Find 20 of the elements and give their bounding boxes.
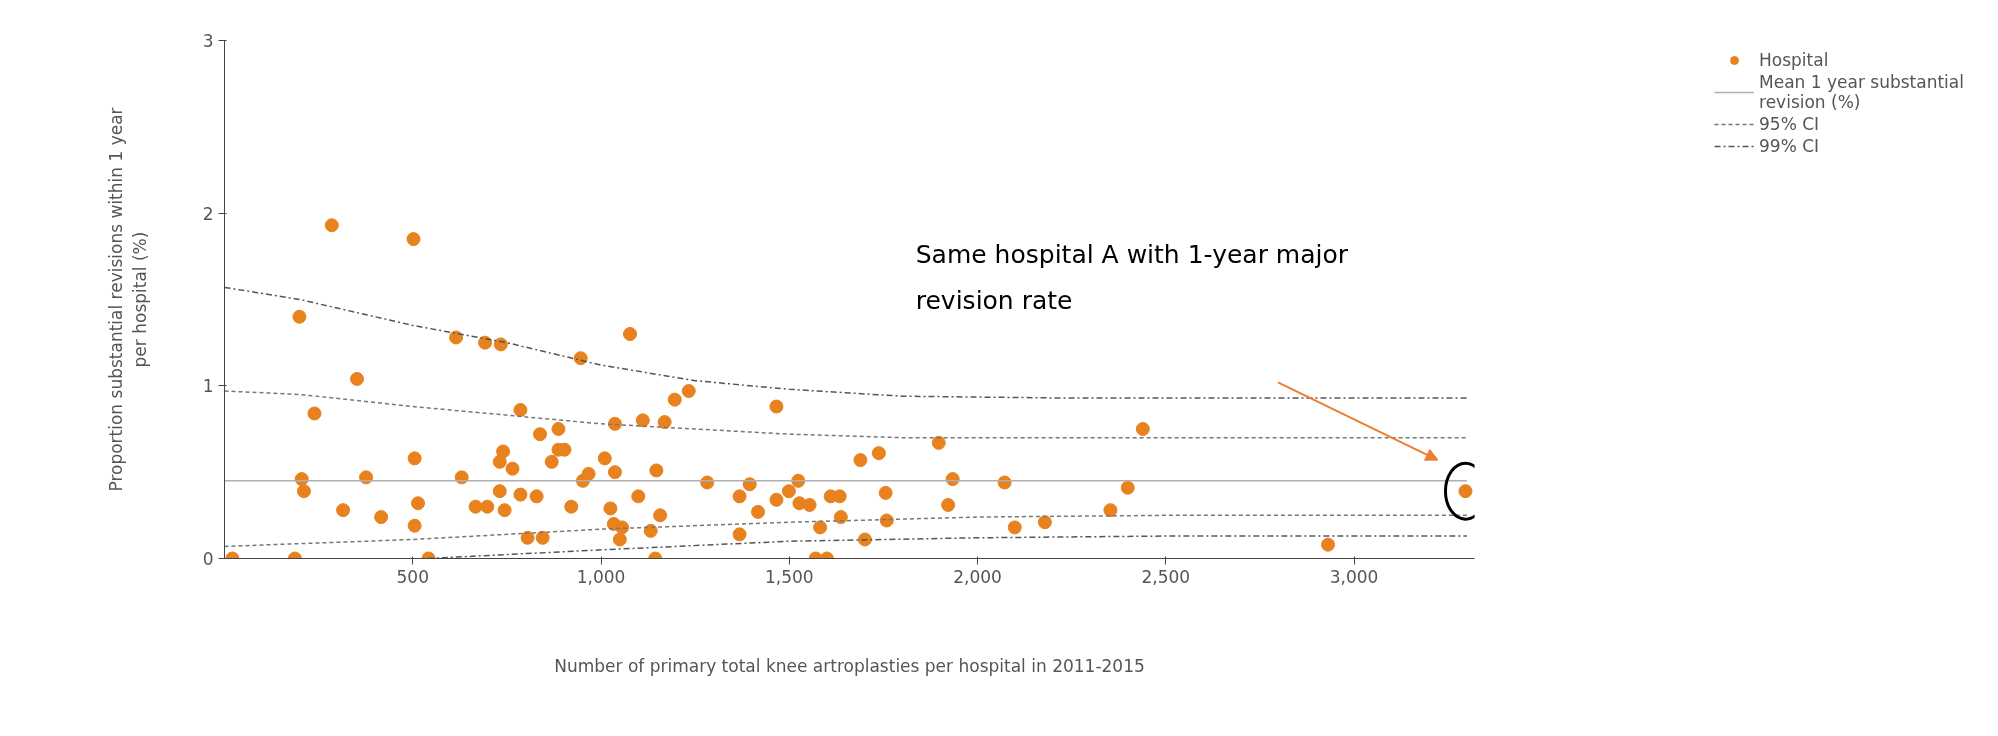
line-series [224, 514, 1468, 548]
y-tick-label: 0 [202, 549, 214, 569]
y-tick-label: 2 [202, 203, 214, 224]
y-axis-title: Proportion substantial revisions within 1 year per hospital (%) [105, 107, 150, 492]
x-axis-title: Number of primary total knee artroplasties per hospital in 2011-2015 [554, 655, 1145, 676]
annotation: Same hospital A with 1-year major revision rate [915, 239, 1349, 316]
legend-label: Mean 1 year substantial revision (%) [1759, 72, 1964, 112]
y-tick-label: 3 [202, 31, 214, 51]
x-tick-label: 500 [396, 566, 429, 587]
x-tick-label: 3,000 [1329, 566, 1379, 587]
x-tick-label: 2,000 [953, 566, 1002, 587]
legend-label: 95% CI [1759, 114, 1820, 134]
line-series [224, 390, 1468, 439]
line-series [224, 286, 1468, 399]
legend-label: Hospital [1759, 50, 1829, 70]
x-tick-label: 1,000 [576, 566, 626, 587]
x-tick-label: 1,500 [764, 566, 814, 587]
x-tick-label: 2,500 [1141, 566, 1191, 587]
legend-label: 99% CI [1759, 136, 1820, 156]
y-tick-label: 1 [202, 376, 214, 397]
